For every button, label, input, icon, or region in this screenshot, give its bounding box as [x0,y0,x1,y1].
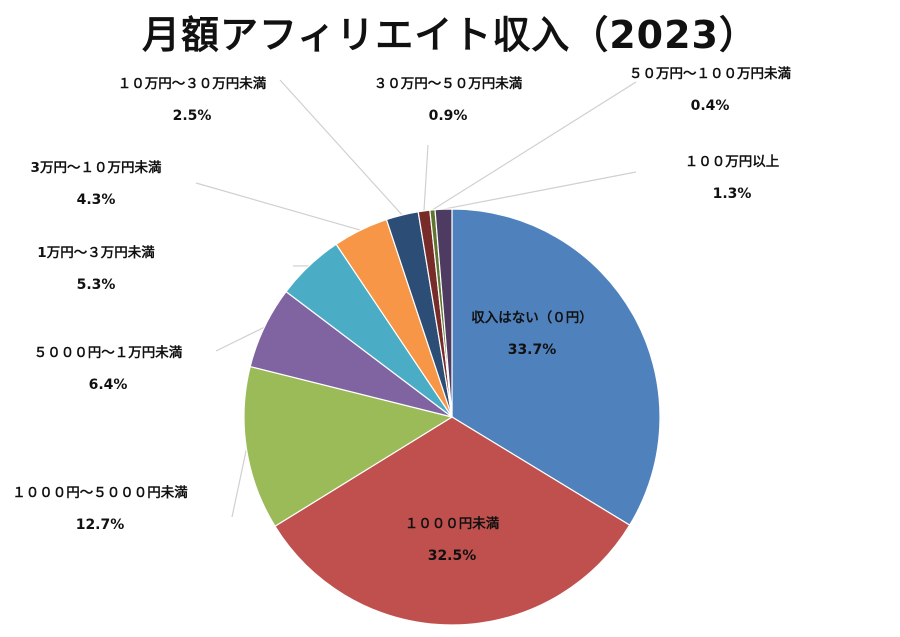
slice-label: ５０万円～１００万円未満 [629,65,791,82]
slice-label: 1万円～３万円未満 [37,244,155,261]
slice-label: ５０００円～１万円未満 [34,344,183,361]
slice-label: 3万円～１０万円未満 [31,159,162,176]
leader-line [195,182,361,231]
slice-percent: 5.3% [77,277,116,293]
slice-label: ３０万円～５０万円未満 [374,75,523,92]
pie-slice [451,208,661,526]
leader-line [443,171,637,210]
slice-percent: 0.4% [691,98,730,114]
slice-percent: 33.7% [508,342,557,358]
leader-line [423,144,429,211]
pie-slice [243,365,454,528]
slice-label: １０００円未満 [405,515,500,532]
slice-label: １０万円～３０万円未満 [118,75,267,92]
slice-label: １００万円以上 [685,154,780,170]
leader-line [279,79,403,216]
chart-title: 月額アフィリエイト収入（2023） [141,13,758,57]
slice-percent: 32.5% [428,548,477,564]
slice-percent: 2.5% [173,108,212,124]
leader-line [231,448,248,518]
leader-line [215,326,265,352]
slice-percent: 12.7% [76,517,125,533]
slice-percent: 0.9% [429,108,468,124]
slice-percent: 6.4% [89,377,128,393]
leader-line [432,81,637,211]
pie-slice [274,416,631,626]
slice-percent: 4.3% [77,192,116,208]
slice-percent: 1.3% [713,186,752,202]
slice-label: 収入はない（０円） [471,310,593,326]
pie-slice [434,208,453,418]
slice-label: １０００円～５０００円未満 [12,484,188,501]
